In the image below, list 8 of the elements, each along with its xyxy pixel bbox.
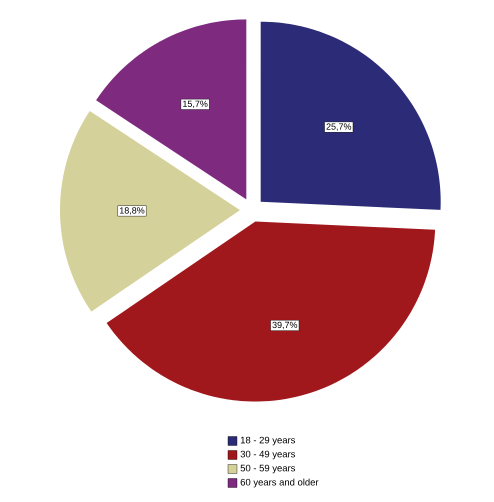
legend-label: 50 - 59 years bbox=[240, 464, 296, 474]
legend-label: 30 - 49 years bbox=[240, 450, 296, 460]
data-label: 15,7% bbox=[183, 100, 208, 108]
legend-label: 18 - 29 years bbox=[240, 436, 296, 446]
data-label: 25,7% bbox=[326, 123, 352, 131]
data-label: 39,7% bbox=[272, 322, 298, 330]
data-label: 18,8% bbox=[120, 207, 144, 215]
legend-label: 60 years and older bbox=[240, 478, 318, 488]
